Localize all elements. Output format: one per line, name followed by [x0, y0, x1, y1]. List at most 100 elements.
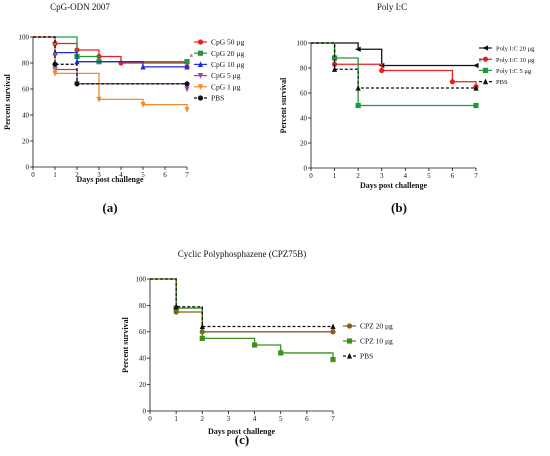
legend-entry: CpG 1 μg	[194, 82, 241, 91]
y-tick-label: 80	[139, 302, 147, 310]
data-point	[74, 58, 80, 65]
series-3	[150, 278, 336, 330]
y-tick-label: 40	[300, 114, 308, 122]
series-line	[311, 42, 476, 67]
y-tick-label: 20	[22, 137, 30, 145]
series-line	[33, 36, 187, 63]
legend-marker	[346, 352, 353, 359]
legend-entry: Poly I:C 20 μg	[479, 45, 535, 53]
data-point	[74, 81, 80, 87]
x-axis-label: Days post challenge	[360, 181, 428, 190]
x-axis-label: Days post challenge	[76, 175, 144, 184]
panel-label: (c)	[235, 432, 249, 447]
data-point	[199, 323, 205, 330]
data-point	[184, 86, 190, 93]
x-tick-label: 4	[253, 415, 257, 423]
legend-entry: Poly I:C 10 μg	[479, 56, 535, 64]
y-tick-label: 20	[300, 139, 308, 147]
legend-entry: CPZ 10 μg	[343, 337, 393, 346]
data-point	[473, 102, 479, 109]
data-point	[449, 79, 456, 85]
x-tick-label: 0	[309, 172, 313, 180]
panel-label: (a)	[102, 200, 117, 215]
y-tick-label: 100	[297, 39, 308, 47]
y-tick-label: 60	[139, 328, 147, 336]
legend-entry: CpG 50 μg	[194, 38, 244, 47]
series-line	[311, 42, 476, 107]
legend-label: CpG 10 μg	[211, 60, 244, 69]
x-tick-label: 2	[75, 171, 79, 179]
legend-marker	[346, 338, 353, 344]
data-point	[355, 84, 361, 91]
data-point	[330, 323, 336, 330]
x-tick-label: 3	[97, 171, 101, 179]
legend-entry: Poly I:C 5 μg	[479, 67, 532, 75]
chart-2: Poly I:C 0 20 40 60 80 100 0 1 2 3 4 5 6 7 Days post ch…	[279, 2, 535, 215]
x-tick-label: 6	[305, 415, 309, 423]
series-2	[33, 36, 190, 65]
data-point	[184, 63, 190, 70]
legend-marker	[197, 50, 204, 56]
series-line	[150, 278, 334, 360]
y-tick-label: 0	[304, 164, 308, 172]
legend-entry: CPZ 20 μg	[343, 322, 393, 331]
series-3	[311, 42, 479, 109]
y-tick-label: 60	[300, 89, 308, 97]
y-tick-label: 80	[300, 64, 308, 72]
y-axis-label: Percent survival	[121, 316, 130, 372]
legend-label: CPZ 20 μg	[360, 322, 393, 331]
x-tick-label: 0	[31, 171, 35, 179]
legend-entry: CpG 5 μg	[194, 71, 241, 80]
x-axis-label: Days post challenge	[208, 427, 276, 436]
data-point	[140, 102, 146, 108]
legend-entry: CpG 10 μg	[194, 60, 244, 69]
legend-marker	[197, 95, 204, 101]
data-point	[52, 61, 58, 67]
series-6	[33, 36, 190, 87]
y-tick-label: 40	[22, 111, 30, 119]
x-tick-label: 0	[148, 415, 152, 423]
legend-label: CpG 1 μg	[211, 82, 241, 91]
data-point	[278, 350, 284, 356]
y-axis-label: Percent survival	[3, 73, 12, 129]
legend-entry: PBS	[194, 94, 224, 103]
y-tick-label: 100	[19, 33, 30, 41]
x-tick-label: 4	[404, 172, 408, 180]
data-point	[251, 342, 258, 348]
chart-3: Cyclic Polyphosphazene (CPZ75B)020406080…	[121, 249, 393, 447]
data-point	[355, 102, 361, 109]
x-tick-label: 1	[53, 171, 57, 179]
legend-marker	[197, 73, 204, 79]
data-point	[184, 81, 190, 87]
legend-entry: CpG 20 μg	[194, 49, 244, 58]
y-tick-label: 0	[143, 407, 147, 415]
legend-entry: PBS	[343, 352, 373, 361]
series-4	[311, 42, 479, 91]
legend-marker	[197, 39, 204, 45]
x-tick-label: 4	[119, 171, 123, 179]
x-tick-label: 7	[474, 172, 478, 180]
legend-marker	[482, 67, 489, 73]
series-1	[311, 42, 479, 69]
data-point	[355, 46, 361, 52]
legend-label: CpG 5 μg	[211, 71, 241, 80]
data-point	[173, 309, 179, 315]
legend-label: CPZ 10 μg	[360, 337, 393, 346]
x-tick-label: 5	[279, 415, 283, 423]
y-tick-label: 60	[22, 85, 30, 93]
data-point	[173, 303, 179, 310]
data-point	[379, 67, 385, 74]
data-point	[52, 70, 58, 77]
series-5	[33, 36, 190, 113]
x-tick-label: 5	[427, 172, 431, 180]
data-point	[330, 329, 336, 335]
data-point	[184, 107, 190, 113]
legend-label: PBS	[360, 352, 373, 361]
series-line	[33, 36, 187, 85]
legend-marker	[346, 323, 353, 329]
data-point	[472, 62, 479, 69]
y-tick-label: 100	[136, 275, 147, 283]
series-2	[311, 42, 479, 90]
legend-marker	[482, 45, 489, 51]
